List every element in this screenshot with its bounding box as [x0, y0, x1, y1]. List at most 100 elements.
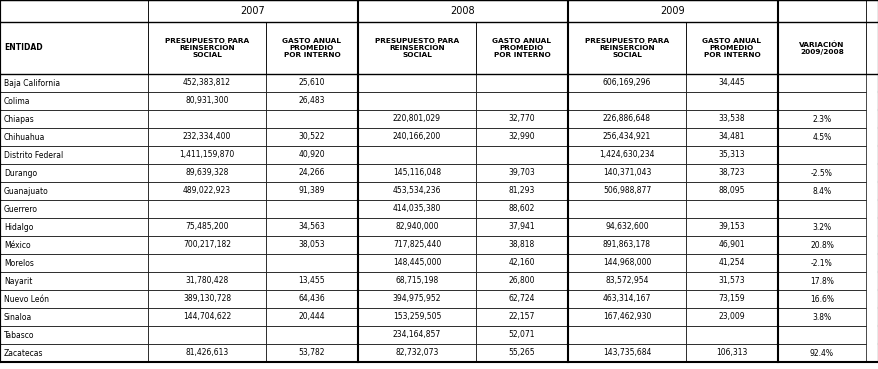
Bar — [476, 308, 567, 326]
Text: 3.2%: 3.2% — [811, 223, 831, 231]
Bar — [777, 308, 865, 326]
Bar — [476, 164, 567, 182]
Bar — [148, 182, 266, 200]
Text: Durango: Durango — [4, 169, 37, 177]
Text: -2.5%: -2.5% — [810, 169, 832, 177]
Text: Guanajuato: Guanajuato — [4, 186, 48, 196]
Text: 16.6%: 16.6% — [810, 294, 833, 303]
Bar — [685, 146, 777, 164]
Text: 256,434,921: 256,434,921 — [602, 132, 651, 141]
Bar — [0, 146, 148, 164]
Text: 55,265: 55,265 — [508, 348, 535, 358]
Bar — [476, 218, 567, 236]
Text: 39,153: 39,153 — [718, 223, 745, 231]
Text: 394,975,952: 394,975,952 — [392, 294, 441, 303]
Bar — [266, 218, 357, 236]
Bar — [567, 308, 685, 326]
Text: 73,159: 73,159 — [718, 294, 745, 303]
Text: 26,800: 26,800 — [508, 276, 535, 286]
Bar — [777, 290, 865, 308]
Bar — [357, 200, 476, 218]
Text: 38,053: 38,053 — [299, 241, 325, 249]
Bar — [476, 128, 567, 146]
Bar — [0, 0, 148, 22]
Text: 20.8%: 20.8% — [810, 241, 833, 249]
Bar — [685, 254, 777, 272]
Text: Tabasco: Tabasco — [4, 331, 34, 339]
Bar — [0, 218, 148, 236]
Text: 3.8%: 3.8% — [811, 313, 831, 321]
Text: Baja California: Baja California — [4, 79, 60, 87]
Bar — [567, 22, 685, 74]
Bar — [685, 236, 777, 254]
Bar — [777, 128, 865, 146]
Bar — [777, 254, 865, 272]
Bar — [685, 344, 777, 362]
Bar — [148, 110, 266, 128]
Bar — [266, 272, 357, 290]
Text: 41,254: 41,254 — [718, 259, 745, 268]
Bar — [0, 236, 148, 254]
Bar — [777, 92, 865, 110]
Bar — [0, 74, 148, 92]
Text: 40,920: 40,920 — [299, 151, 325, 159]
Text: 64,436: 64,436 — [299, 294, 325, 303]
Bar — [567, 236, 685, 254]
Bar — [567, 326, 685, 344]
Text: 94,632,600: 94,632,600 — [604, 223, 648, 231]
Text: 20,444: 20,444 — [299, 313, 325, 321]
Bar — [0, 308, 148, 326]
Text: 88,095: 88,095 — [718, 186, 745, 196]
Text: 75,485,200: 75,485,200 — [185, 223, 228, 231]
Text: 506,988,877: 506,988,877 — [602, 186, 651, 196]
Bar — [777, 236, 865, 254]
Text: 23,009: 23,009 — [718, 313, 745, 321]
Bar — [148, 164, 266, 182]
Text: 22,157: 22,157 — [508, 313, 535, 321]
Bar — [0, 110, 148, 128]
Bar — [266, 236, 357, 254]
Bar — [0, 92, 148, 110]
Text: 167,462,930: 167,462,930 — [602, 313, 651, 321]
Text: -2.1%: -2.1% — [810, 259, 832, 268]
Bar — [476, 74, 567, 92]
Text: 4.5%: 4.5% — [811, 132, 831, 141]
Text: Colima: Colima — [4, 97, 31, 106]
Bar — [266, 254, 357, 272]
Bar — [777, 22, 865, 74]
Bar — [685, 164, 777, 182]
Bar — [357, 92, 476, 110]
Bar — [266, 290, 357, 308]
Text: GASTO ANUAL
PROMEDIO
POR INTERNO: GASTO ANUAL PROMEDIO POR INTERNO — [702, 38, 760, 58]
Text: 32,770: 32,770 — [508, 114, 535, 124]
Bar — [266, 326, 357, 344]
Bar — [148, 92, 266, 110]
Text: 2007: 2007 — [241, 6, 265, 16]
Bar — [685, 74, 777, 92]
Bar — [148, 236, 266, 254]
Bar — [266, 164, 357, 182]
Text: 144,968,000: 144,968,000 — [602, 259, 651, 268]
Bar — [476, 92, 567, 110]
Bar — [148, 272, 266, 290]
Bar — [567, 182, 685, 200]
Text: 463,314,167: 463,314,167 — [602, 294, 651, 303]
Text: 891,863,178: 891,863,178 — [602, 241, 651, 249]
Text: 453,534,236: 453,534,236 — [392, 186, 441, 196]
Bar — [567, 200, 685, 218]
Bar — [357, 22, 476, 74]
Text: 140,371,043: 140,371,043 — [602, 169, 651, 177]
Bar — [357, 344, 476, 362]
Text: 34,481: 34,481 — [718, 132, 745, 141]
Bar — [777, 218, 865, 236]
Text: 34,445: 34,445 — [718, 79, 745, 87]
Bar — [148, 218, 266, 236]
Bar — [685, 128, 777, 146]
Text: 144,704,622: 144,704,622 — [183, 313, 231, 321]
Text: PRESUPUESTO PARA
REINSERCIÓN
SOCIAL: PRESUPUESTO PARA REINSERCIÓN SOCIAL — [374, 38, 458, 58]
Text: Guerrero: Guerrero — [4, 204, 38, 214]
Text: 2008: 2008 — [450, 6, 475, 16]
Bar — [567, 110, 685, 128]
Text: PRESUPUESTO PARA
REINSERCIÓN
SOCIAL: PRESUPUESTO PARA REINSERCIÓN SOCIAL — [165, 38, 248, 58]
Text: 82,732,073: 82,732,073 — [395, 348, 438, 358]
